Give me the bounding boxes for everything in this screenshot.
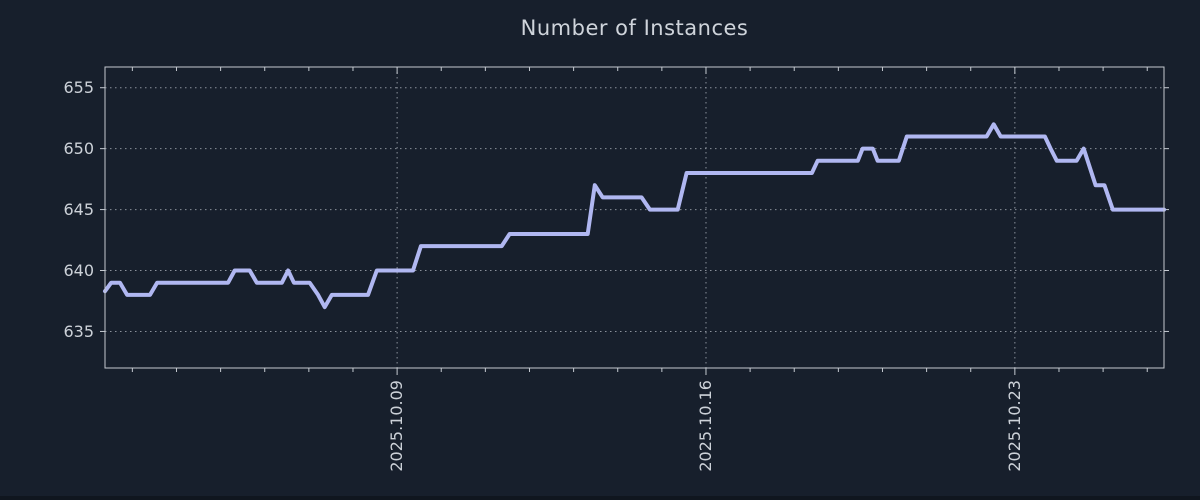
y-axis-label: 640 [63, 261, 94, 280]
y-axis-label: 650 [63, 139, 94, 158]
y-axis-label: 655 [63, 78, 94, 97]
chart-title: Number of Instances [520, 16, 749, 40]
instances-series-line [103, 122, 1166, 310]
y-axis-label: 645 [63, 200, 94, 219]
x-axis-label: 2025.10.16 [696, 380, 715, 472]
y-axis-label: 635 [63, 322, 94, 341]
x-axis-label: 2025.10.23 [1005, 380, 1024, 472]
plot-border [104, 66, 1165, 369]
x-axis-label: 2025.10.09 [387, 380, 406, 472]
bottom-edge-strip [0, 496, 1200, 500]
